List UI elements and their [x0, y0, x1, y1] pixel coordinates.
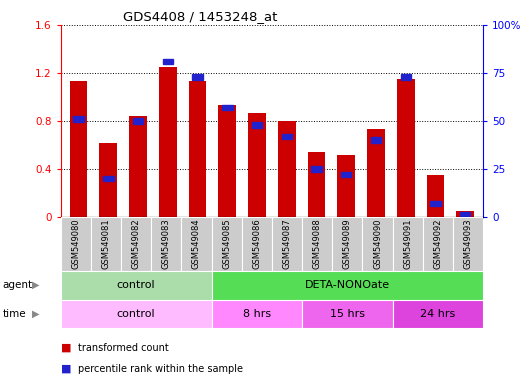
Bar [212, 300, 302, 328]
Bar [401, 74, 411, 79]
Bar [312, 166, 322, 172]
Text: GSM549085: GSM549085 [222, 218, 231, 269]
Text: ■: ■ [61, 343, 71, 353]
Bar [121, 217, 151, 271]
Bar [133, 118, 143, 124]
Text: GSM549087: GSM549087 [282, 218, 291, 269]
Text: GSM549082: GSM549082 [131, 218, 140, 269]
Text: agent: agent [3, 280, 33, 290]
Text: percentile rank within the sample: percentile rank within the sample [78, 364, 243, 374]
Bar [397, 79, 414, 217]
Bar [281, 134, 292, 139]
Text: GSM549081: GSM549081 [101, 218, 110, 269]
Bar [212, 217, 242, 271]
Bar [212, 271, 483, 300]
Bar [248, 113, 266, 217]
Text: GSM549091: GSM549091 [403, 218, 412, 269]
Bar [159, 67, 177, 217]
Text: transformed count: transformed count [78, 343, 169, 353]
Text: GSM549092: GSM549092 [433, 218, 442, 269]
Bar [61, 300, 212, 328]
Bar [91, 217, 121, 271]
Bar [332, 217, 362, 271]
Bar [103, 176, 114, 181]
Text: ▶: ▶ [32, 280, 40, 290]
Text: GSM549089: GSM549089 [343, 218, 352, 269]
Bar [430, 201, 441, 206]
Bar [188, 81, 206, 217]
Bar [456, 211, 474, 217]
Text: control: control [117, 309, 155, 319]
Bar [278, 121, 296, 217]
Bar [453, 217, 483, 271]
Bar [341, 172, 352, 177]
Text: GSM549080: GSM549080 [71, 218, 80, 269]
Bar [222, 105, 232, 110]
Bar [61, 271, 212, 300]
Text: GSM549093: GSM549093 [464, 218, 473, 269]
Text: GSM549083: GSM549083 [162, 218, 171, 269]
Bar [219, 105, 236, 217]
Text: control: control [117, 280, 155, 290]
Bar [362, 217, 393, 271]
Text: GSM549086: GSM549086 [252, 218, 261, 269]
Bar [302, 217, 332, 271]
Bar [393, 300, 483, 328]
Bar [393, 217, 423, 271]
Bar [99, 142, 117, 217]
Text: 8 hrs: 8 hrs [243, 309, 271, 319]
Bar [308, 152, 325, 217]
Bar [272, 217, 302, 271]
Bar [427, 175, 445, 217]
Bar [460, 212, 470, 218]
Text: ▶: ▶ [32, 309, 40, 319]
Bar [371, 137, 381, 143]
Text: DETA-NONOate: DETA-NONOate [305, 280, 390, 290]
Bar [367, 129, 385, 217]
Bar [70, 81, 88, 217]
Text: 24 hrs: 24 hrs [420, 309, 456, 319]
Text: GSM549090: GSM549090 [373, 218, 382, 269]
Text: time: time [3, 309, 26, 319]
Bar [302, 300, 393, 328]
Text: ■: ■ [61, 364, 71, 374]
Bar [182, 217, 212, 271]
Bar [151, 217, 182, 271]
Bar [252, 122, 262, 127]
Text: GSM549088: GSM549088 [313, 218, 322, 269]
Bar [73, 116, 84, 122]
Text: GDS4408 / 1453248_at: GDS4408 / 1453248_at [124, 10, 278, 23]
Bar [337, 155, 355, 217]
Bar [423, 217, 453, 271]
Bar [242, 217, 272, 271]
Text: GSM549084: GSM549084 [192, 218, 201, 269]
Text: 15 hrs: 15 hrs [330, 309, 365, 319]
Bar [129, 116, 147, 217]
Bar [163, 59, 173, 64]
Bar [192, 74, 203, 79]
Bar [61, 217, 91, 271]
